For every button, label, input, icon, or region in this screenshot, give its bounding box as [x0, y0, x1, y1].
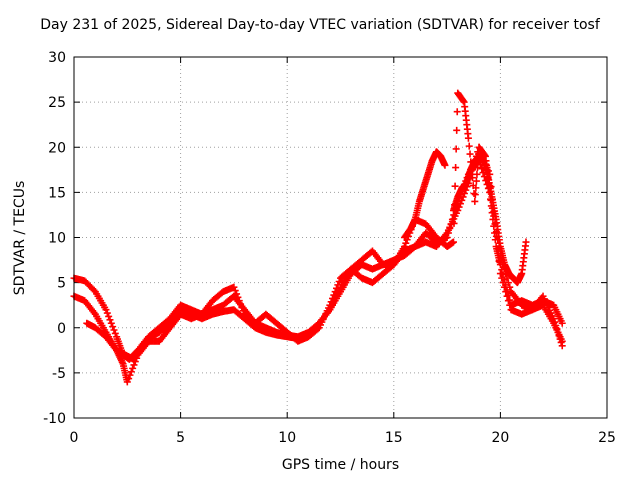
data-point [111, 329, 119, 337]
data-point [506, 296, 514, 304]
x-tick-label: 15 [385, 430, 403, 446]
data-point [130, 361, 138, 369]
y-tick-label: 5 [57, 276, 66, 292]
data-point [550, 315, 558, 323]
data-point [126, 371, 134, 379]
data-point [557, 338, 565, 346]
tick-labels: 0 5 10 15 20 25 -10 -5 0 5 10 15 20 25 30 [43, 50, 616, 446]
data-point [123, 378, 131, 386]
data-point [471, 197, 479, 205]
plot-frame [73, 56, 608, 419]
data-point [471, 191, 479, 199]
data-point [110, 326, 118, 334]
data-point [107, 319, 115, 327]
y-tick-label: 15 [48, 185, 66, 201]
y-tick-label: 30 [48, 50, 66, 66]
data-point [127, 368, 135, 376]
data-point [105, 312, 113, 320]
data-point [552, 321, 560, 329]
x-tick-label: 0 [70, 430, 79, 446]
data-point [327, 298, 335, 306]
data-point [473, 170, 481, 178]
data-point [125, 375, 133, 383]
series-trace-3 [83, 89, 566, 386]
x-tick-label: 5 [176, 430, 185, 446]
data-point [334, 281, 342, 289]
data-point [90, 286, 98, 294]
data-point [453, 126, 461, 134]
data-point [109, 323, 117, 331]
series-trace-4 [400, 148, 449, 241]
data-point [500, 276, 508, 284]
data-point [503, 292, 511, 300]
data-point [554, 328, 562, 336]
data-point [503, 286, 511, 294]
data-point [330, 291, 338, 299]
data-point [522, 238, 530, 246]
data-point [335, 277, 343, 285]
data-point [238, 303, 246, 311]
data-point [329, 294, 337, 302]
x-tick-label: 25 [598, 430, 616, 446]
data-point [464, 134, 472, 142]
data-point [558, 342, 566, 350]
data-point [466, 150, 474, 158]
y-tick-label: -10 [43, 411, 66, 427]
data-point [400, 243, 408, 251]
data-point [402, 239, 410, 247]
data-point [450, 219, 458, 227]
data-point [131, 358, 139, 366]
data-marks [70, 89, 566, 386]
data-point [237, 300, 245, 308]
data-point [553, 325, 561, 333]
data-point [103, 309, 111, 317]
data-point [551, 318, 559, 326]
y-tick-label: 20 [48, 140, 66, 156]
data-point [556, 335, 564, 343]
x-axis-label: GPS time / hours [281, 457, 400, 473]
data-point [453, 108, 461, 116]
data-point [558, 319, 566, 327]
x-tick-label: 10 [278, 430, 296, 446]
data-point [129, 364, 137, 372]
data-point [233, 290, 241, 298]
chart-title: Day 231 of 2025, Sidereal Day-to-day VTE… [40, 17, 600, 33]
data-point [106, 316, 114, 324]
data-point [326, 301, 334, 309]
data-point [473, 164, 481, 172]
data-point [472, 184, 480, 192]
data-point [333, 284, 341, 292]
data-point [504, 291, 512, 299]
data-point [235, 297, 243, 305]
data-point [449, 238, 457, 246]
data-point [239, 307, 247, 315]
data-point [452, 164, 460, 172]
data-point [231, 287, 239, 295]
data-point [133, 354, 141, 362]
data-point [502, 281, 510, 289]
data-point [102, 306, 110, 314]
data-point [452, 145, 460, 153]
x-tick-label: 20 [491, 430, 509, 446]
data-point [451, 182, 459, 190]
data-point [472, 177, 480, 185]
y-tick-label: 10 [48, 231, 66, 247]
data-point [465, 142, 473, 150]
ticks [73, 56, 608, 419]
data-point [234, 293, 242, 301]
data-point [470, 190, 478, 198]
data-point [230, 283, 238, 291]
y-tick-label: 25 [48, 95, 66, 111]
y-tick-label: -5 [52, 366, 66, 382]
data-point [331, 288, 339, 296]
y-tick-label: 0 [57, 321, 66, 337]
data-point [499, 271, 507, 279]
data-point [555, 332, 563, 340]
data-point [441, 161, 449, 169]
data-point [314, 325, 322, 333]
series-trace-5 [449, 152, 530, 287]
y-axis-label: SDTVAR / TECUs [12, 180, 28, 296]
grid [74, 57, 607, 418]
